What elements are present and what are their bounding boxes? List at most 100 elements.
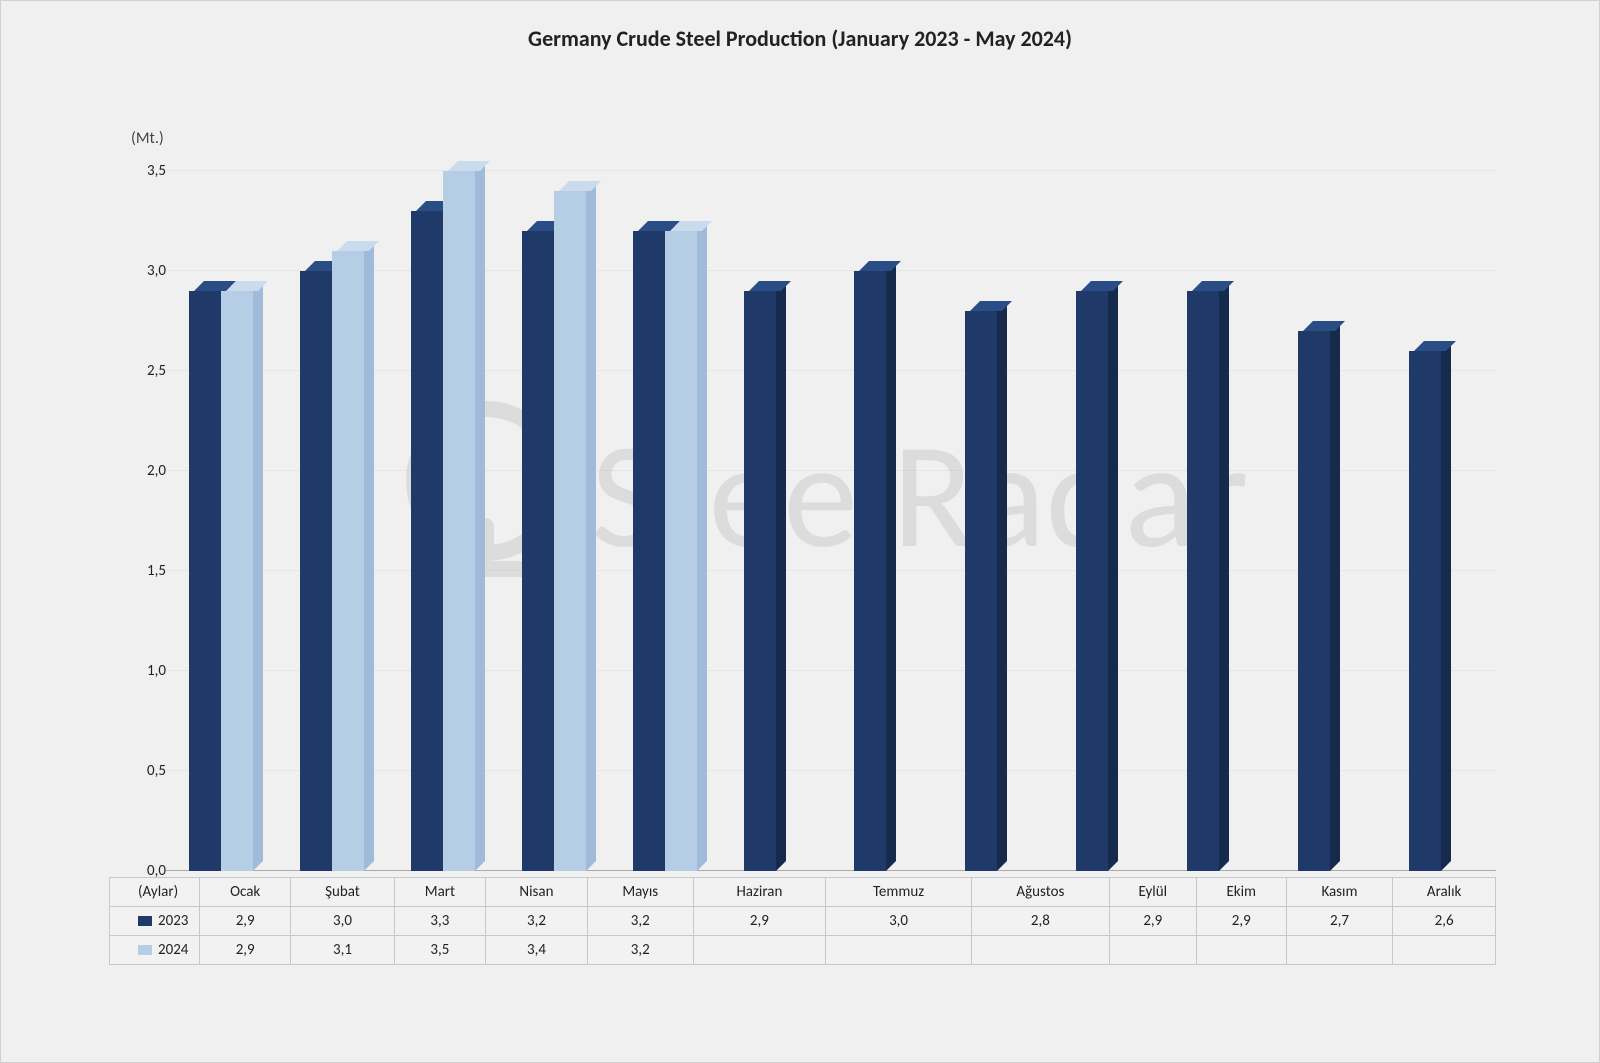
series-label: 2024 xyxy=(110,936,200,965)
month-header: Aralık xyxy=(1393,878,1496,907)
month-column xyxy=(1385,131,1496,871)
bar-2023 xyxy=(633,231,665,871)
bar-2023 xyxy=(1298,331,1330,871)
legend-swatch xyxy=(138,945,152,955)
bar-front xyxy=(854,271,886,871)
bar-front xyxy=(522,231,554,871)
month-column xyxy=(1274,131,1385,871)
data-cell xyxy=(826,936,972,965)
bar-2023 xyxy=(300,271,332,871)
data-cell: 2,8 xyxy=(972,907,1110,936)
bar-side xyxy=(776,281,786,871)
month-header: Kasım xyxy=(1286,878,1393,907)
month-column xyxy=(277,131,388,871)
data-cell: 3,1 xyxy=(291,936,394,965)
y-tick-label: 2,5 xyxy=(111,362,166,380)
table-row: 20232,93,03,33,23,22,93,02,82,92,92,72,6 xyxy=(110,907,1496,936)
series-name: 2023 xyxy=(158,912,188,930)
bar-side xyxy=(886,261,896,871)
bar-2023 xyxy=(744,291,776,871)
bar-side xyxy=(364,241,374,871)
data-cell: 3,0 xyxy=(826,907,972,936)
bar-2024 xyxy=(332,251,364,871)
bar-side xyxy=(475,161,485,871)
data-cell xyxy=(972,936,1110,965)
bar-front xyxy=(1298,331,1330,871)
bar-front xyxy=(443,171,475,871)
bar-2023 xyxy=(854,271,886,871)
y-tick-label: 3,0 xyxy=(111,262,166,280)
data-cell: 3,0 xyxy=(291,907,394,936)
y-tick-label: 1,0 xyxy=(111,662,166,680)
bar-side xyxy=(1108,281,1118,871)
month-header: Temmuz xyxy=(826,878,972,907)
month-column xyxy=(388,131,499,871)
month-header: Ağustos xyxy=(972,878,1110,907)
data-cell: 3,3 xyxy=(394,907,486,936)
month-header: Haziran xyxy=(693,878,825,907)
bars xyxy=(166,131,1496,871)
y-tick-label: 1,5 xyxy=(111,562,166,580)
table-row: 20242,93,13,53,43,2 xyxy=(110,936,1496,965)
month-column xyxy=(609,131,720,871)
month-header: Şubat xyxy=(291,878,394,907)
bar-side xyxy=(697,221,707,871)
month-header: Mart xyxy=(394,878,486,907)
bar-2024 xyxy=(665,231,697,871)
legend-swatch xyxy=(138,916,152,926)
series-label: 2023 xyxy=(110,907,200,936)
bar-front xyxy=(332,251,364,871)
data-cell: 3,2 xyxy=(587,936,693,965)
y-tick-label: 2,0 xyxy=(111,462,166,480)
bar-front xyxy=(189,291,221,871)
data-cell: 2,6 xyxy=(1393,907,1496,936)
bar-front xyxy=(1076,291,1108,871)
month-column xyxy=(720,131,831,871)
bar-front xyxy=(744,291,776,871)
bar-side xyxy=(1330,321,1340,871)
data-cell xyxy=(693,936,825,965)
y-tick-label: 0,5 xyxy=(111,762,166,780)
bar-2023 xyxy=(1187,291,1219,871)
bar-front xyxy=(1187,291,1219,871)
data-cell: 3,2 xyxy=(587,907,693,936)
bar-2023 xyxy=(189,291,221,871)
chart-container: Germany Crude Steel Production (January … xyxy=(0,0,1600,1063)
data-table: (Aylar)OcakŞubatMartNisanMayısHaziranTem… xyxy=(109,877,1496,965)
bar-side xyxy=(1441,341,1451,871)
bar-front xyxy=(1409,351,1441,871)
bar-2023 xyxy=(522,231,554,871)
bar-front xyxy=(965,311,997,871)
bar-2024 xyxy=(554,191,586,871)
data-cell: 2,9 xyxy=(1109,907,1196,936)
bar-2024 xyxy=(443,171,475,871)
bar-front xyxy=(411,211,443,871)
bar-front xyxy=(665,231,697,871)
month-column xyxy=(1053,131,1164,871)
series-name: 2024 xyxy=(158,941,188,959)
month-header: Ekim xyxy=(1196,878,1286,907)
bar-side xyxy=(253,281,263,871)
data-cell: 2,9 xyxy=(693,907,825,936)
bar-side xyxy=(997,301,1007,871)
month-column xyxy=(1163,131,1274,871)
y-tick-label: 3,5 xyxy=(111,162,166,180)
bar-side xyxy=(1219,281,1229,871)
data-cell: 2,9 xyxy=(200,907,291,936)
month-column xyxy=(831,131,942,871)
bar-front xyxy=(554,191,586,871)
table-header-row: (Aylar)OcakŞubatMartNisanMayısHaziranTem… xyxy=(110,878,1496,907)
month-header: Mayıs xyxy=(587,878,693,907)
bar-2023 xyxy=(411,211,443,871)
month-header: Ocak xyxy=(200,878,291,907)
month-header: Nisan xyxy=(486,878,587,907)
data-cell: 2,9 xyxy=(200,936,291,965)
bar-2023 xyxy=(965,311,997,871)
chart-title: Germany Crude Steel Production (January … xyxy=(1,1,1599,52)
data-cell: 2,9 xyxy=(1196,907,1286,936)
bar-front xyxy=(300,271,332,871)
data-cell: 3,5 xyxy=(394,936,486,965)
data-cell xyxy=(1286,936,1393,965)
bar-side xyxy=(586,181,596,871)
bar-front xyxy=(221,291,253,871)
